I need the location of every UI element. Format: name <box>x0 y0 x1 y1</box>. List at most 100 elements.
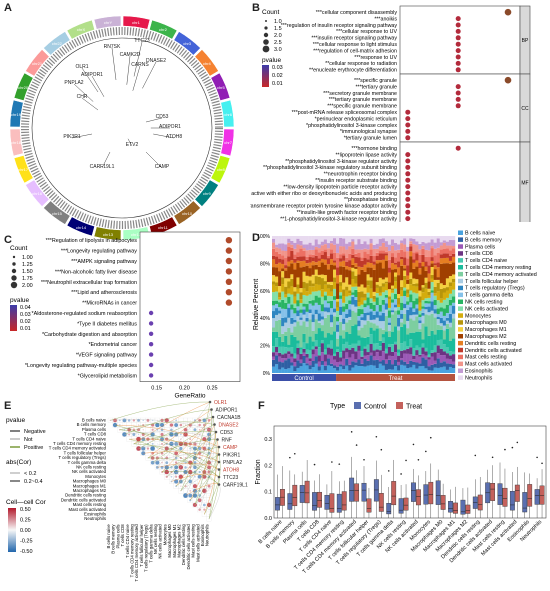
stack-segment <box>421 242 424 246</box>
term-label: **lipoprotein lipase activity <box>335 152 397 158</box>
stack-segment <box>284 303 287 309</box>
stack-segment <box>446 329 449 348</box>
box <box>379 493 383 511</box>
gene-node <box>209 401 212 404</box>
stack-segment <box>367 313 370 316</box>
gene-label: OLR1 <box>75 64 88 70</box>
stack-segment <box>336 317 339 321</box>
stack-segment <box>296 340 299 343</box>
term-label: ***AMPK signaling pathway <box>71 259 137 265</box>
chromosome-label: chr16 <box>32 191 43 196</box>
y-tick: 60% <box>260 289 271 295</box>
stack-segment <box>354 236 357 244</box>
box <box>404 498 408 510</box>
stack-segment <box>394 342 397 344</box>
stack-segment <box>370 239 373 244</box>
stack-segment <box>400 240 403 243</box>
stack-segment <box>409 307 412 315</box>
stack-segment <box>418 329 421 332</box>
outlier <box>517 442 519 444</box>
stack-segment <box>367 236 370 244</box>
stack-segment <box>434 269 437 280</box>
stack-segment <box>421 285 424 287</box>
stack-segment <box>336 332 339 339</box>
stack-segment <box>434 318 437 335</box>
stack-segment <box>360 261 363 267</box>
stack-segment <box>324 370 327 373</box>
stack-segment <box>345 304 348 309</box>
stack-segment <box>418 236 421 244</box>
heat-dot <box>180 453 181 454</box>
legend-count-value: 3.0 <box>274 47 282 53</box>
stack-segment <box>354 269 357 276</box>
stack-segment <box>391 288 394 290</box>
stack-segment <box>400 358 403 360</box>
stack-segment <box>412 301 415 308</box>
stack-segment <box>299 366 302 373</box>
stack-segment <box>272 301 275 306</box>
stack-segment <box>299 325 302 347</box>
stack-segment <box>324 244 327 249</box>
term-dot <box>456 61 461 66</box>
stack-segment <box>367 344 370 352</box>
stack-segment <box>333 360 336 366</box>
stack-segment <box>309 294 312 300</box>
chromosome-label: chr15 <box>52 211 63 216</box>
stack-segment <box>357 287 360 292</box>
stack-segment <box>385 359 388 363</box>
box <box>510 491 514 510</box>
legend-label: T cells CD4 memory activated <box>465 272 537 278</box>
stack-segment <box>360 366 363 373</box>
stack-segment <box>367 293 370 298</box>
box <box>275 497 279 510</box>
stack-segment <box>449 314 452 323</box>
stack-segment <box>400 250 403 257</box>
stack-segment <box>357 239 360 249</box>
stack-segment <box>364 265 367 272</box>
legend-p-tick: 0.02 <box>20 319 31 325</box>
stack-segment <box>303 245 306 249</box>
stack-segment <box>421 316 424 324</box>
stack-segment <box>333 270 336 278</box>
term-label: ***tertiary granule <box>355 84 397 90</box>
stack-segment <box>403 251 406 257</box>
stack-segment <box>321 259 324 262</box>
stack-segment <box>330 341 333 349</box>
y-axis-label: Relative Percent <box>253 279 260 330</box>
stack-segment <box>348 267 351 270</box>
stack-segment <box>452 246 455 248</box>
stack-segment <box>443 263 446 285</box>
chromosome-label: chr19 <box>11 112 22 117</box>
stack-segment <box>318 297 321 304</box>
gene-label: CAMP <box>223 445 238 451</box>
stack-segment <box>357 335 360 340</box>
gene-label: DNASE2 <box>146 58 166 64</box>
stack-segment <box>403 362 406 366</box>
outlier <box>425 451 427 453</box>
stack-segment <box>336 302 339 308</box>
stack-segment <box>446 318 449 321</box>
legend-swatch <box>458 251 463 256</box>
gene-label: CAMP <box>155 164 170 170</box>
stack-segment <box>330 243 333 249</box>
stack-segment <box>315 303 318 310</box>
legend-item: Control <box>364 404 387 411</box>
stack-segment <box>318 321 321 323</box>
stack-segment <box>315 340 318 346</box>
stack-segment <box>364 320 367 324</box>
stack-segment <box>425 307 428 309</box>
legend-count-value: 1.00 <box>22 255 33 261</box>
stack-segment <box>443 300 446 309</box>
stack-segment <box>397 250 400 253</box>
stack-segment <box>333 296 336 300</box>
stack-segment <box>336 367 339 371</box>
stack-segment <box>434 280 437 287</box>
stack-segment <box>376 312 379 318</box>
stack-segment <box>290 366 293 373</box>
stack-segment <box>351 305 354 311</box>
stack-segment <box>412 263 415 269</box>
term-label: *Carbohydrate digestion and absorption <box>42 332 137 338</box>
gene-label: CARF19L1 <box>223 483 248 489</box>
stack-segment <box>391 370 394 373</box>
stack-segment <box>287 345 290 348</box>
